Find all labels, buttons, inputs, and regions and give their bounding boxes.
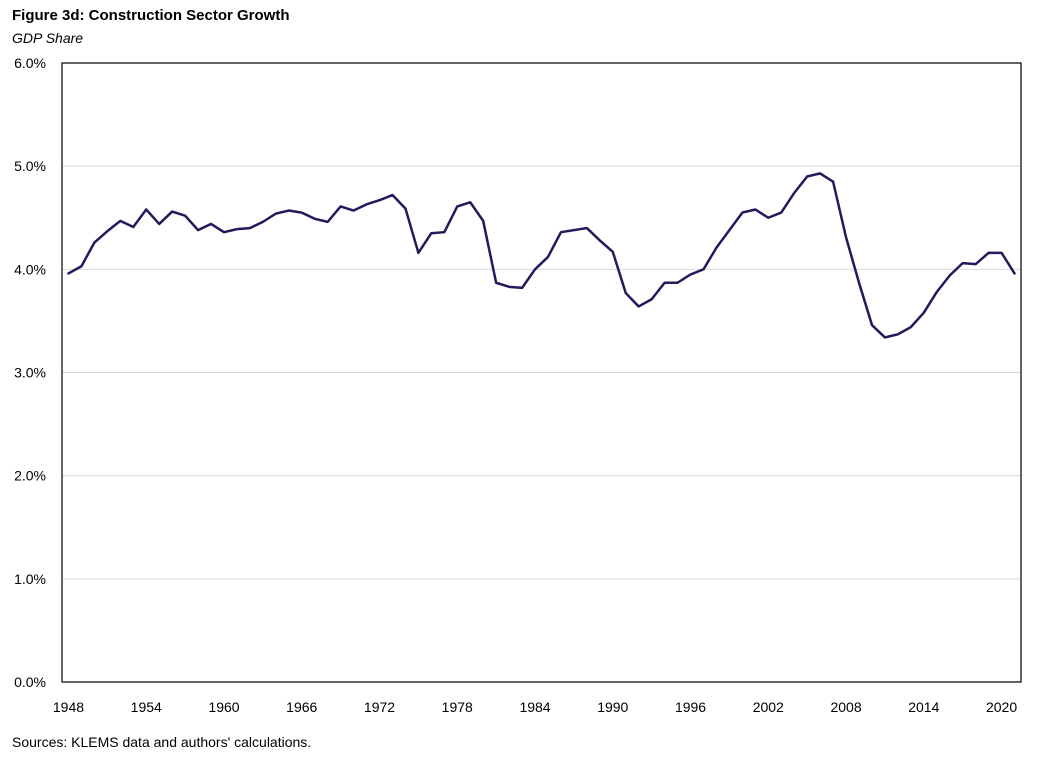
- x-axis: 1948 1954 1960 1966 1972 1978 1984 1990 1996 2002…: [53, 699, 1017, 715]
- series-line: [67, 172, 1016, 339]
- x-tick-label: 1990: [597, 699, 628, 715]
- chart-title: Figure 3d: Construction Sector Growth: [12, 7, 290, 24]
- y-tick-label: 2.0%: [14, 468, 46, 484]
- x-tick-label: 1972: [364, 699, 395, 715]
- x-tick-label: 1978: [442, 699, 473, 715]
- chart-subtitle: GDP Share: [12, 30, 84, 46]
- y-tick-label: 3.0%: [14, 365, 46, 381]
- y-tick-label: 1.0%: [14, 571, 46, 587]
- source-note: Sources: KLEMS data and authors' calcula…: [12, 734, 312, 750]
- x-tick-label: 2014: [908, 699, 939, 715]
- plot-area: [61, 62, 1022, 683]
- x-tick-label: 2020: [986, 699, 1017, 715]
- x-tick-label: 1996: [675, 699, 706, 715]
- y-axis: 0.0% 1.0% 2.0% 3.0% 4.0% 5.0% 6.0%: [14, 55, 46, 690]
- x-tick-label: 1966: [286, 699, 317, 715]
- y-tick-label: 0.0%: [14, 674, 46, 690]
- x-tick-label: 1984: [519, 699, 550, 715]
- x-tick-label: 1954: [131, 699, 162, 715]
- x-tick-label: 2002: [753, 699, 784, 715]
- x-tick-label: 1948: [53, 699, 84, 715]
- x-tick-label: 2008: [830, 699, 861, 715]
- gridlines: [62, 165, 1021, 580]
- x-tick-label: 1960: [208, 699, 239, 715]
- y-tick-label: 4.0%: [14, 261, 46, 277]
- y-tick-label: 6.0%: [14, 55, 46, 71]
- y-tick-label: 5.0%: [14, 158, 46, 174]
